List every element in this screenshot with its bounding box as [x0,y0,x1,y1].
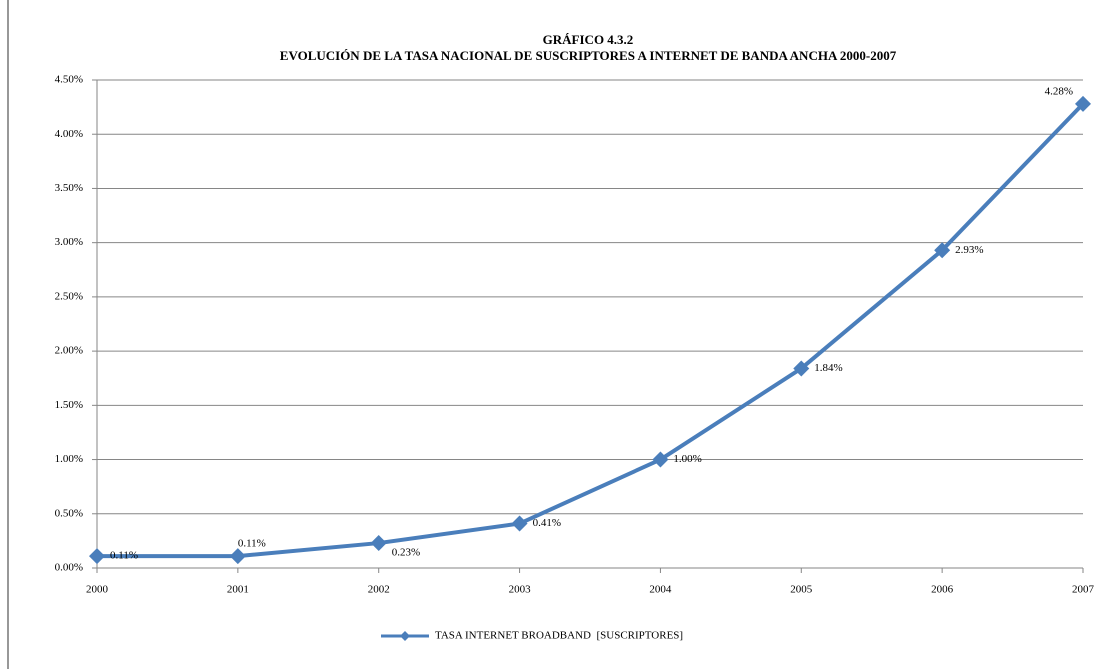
x-tick-label: 2001 [227,584,249,596]
chart-subtitle: EVOLUCIÓN DE LA TASA NACIONAL DE SUSCRIP… [280,48,897,63]
data-label: 0.11% [110,550,138,562]
x-tick-label: 2002 [368,584,390,596]
marker [370,535,387,552]
marker [1075,95,1091,112]
data-label: 1.84% [814,362,842,374]
line [97,102,1085,559]
x-tick-label: 2005 [790,584,813,596]
data-label: 0.23% [392,547,420,559]
y-tick-label: 0.50% [55,507,83,519]
chart-title: GRÁFICO 4.3.2 [543,32,634,47]
marker [793,360,810,377]
x-tick-label: 2004 [649,584,672,596]
y-tick-label: 2.00% [55,345,83,357]
marker [652,451,669,468]
y-tick-label: 0.00% [55,562,83,574]
x-tick-label: 2003 [509,584,532,596]
y-tick-label: 3.00% [55,236,83,248]
legend-label: TASA INTERNET BROADBAND [SUSCRIPTORES] [435,630,683,642]
data-label: 4.28% [1045,85,1073,97]
data-label: 0.11% [238,538,266,550]
data-label: 0.41% [533,517,561,529]
y-tick-label: 4.50% [55,74,83,86]
y-tick-label: 1.50% [55,399,83,411]
marker [89,548,105,565]
data-label: 2.93% [955,244,983,256]
marker [229,548,246,565]
data-label: 1.00% [673,453,701,465]
legend-marker [400,631,410,641]
y-tick-label: 1.00% [55,453,83,465]
x-tick-label: 2007 [1072,584,1095,596]
y-tick-label: 4.00% [55,128,83,140]
x-tick-label: 2000 [86,584,109,596]
y-tick-label: 2.50% [55,290,83,302]
y-tick-label: 3.50% [55,182,83,194]
marker [511,515,528,532]
marker [934,242,951,259]
x-tick-label: 2006 [931,584,954,596]
